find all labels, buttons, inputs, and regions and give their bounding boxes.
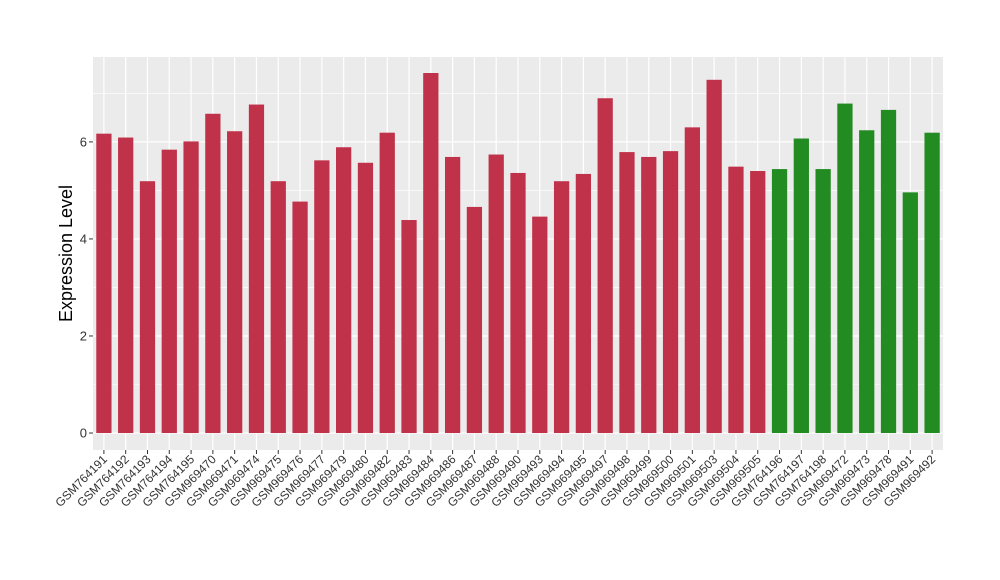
y-tick-label: 4 [80, 231, 87, 246]
y-tick-label: 0 [80, 426, 87, 441]
bar [815, 169, 831, 434]
bar [466, 206, 483, 434]
bar [161, 149, 177, 434]
bar [379, 132, 395, 434]
bar [641, 156, 657, 434]
bar [248, 104, 265, 434]
bar [227, 131, 243, 434]
bar [336, 147, 352, 434]
bar [401, 220, 417, 434]
bar [314, 160, 330, 434]
bar [510, 172, 526, 434]
bar [728, 166, 744, 434]
bar [706, 79, 722, 434]
y-axis-title: Expression Level [56, 185, 76, 322]
bar [357, 162, 374, 434]
bar [771, 169, 788, 434]
x-axis: GSM764191GSM764192GSM764193GSM764194GSM7… [52, 450, 938, 510]
bar [532, 216, 548, 434]
bar [859, 130, 875, 434]
bar [880, 109, 897, 434]
bar [924, 132, 940, 434]
bar [423, 73, 439, 434]
bar [183, 141, 199, 434]
bar [444, 156, 461, 434]
y-tick-label: 2 [80, 328, 87, 343]
bar [575, 173, 592, 434]
bar [488, 154, 504, 434]
bar [619, 152, 635, 434]
bar [837, 103, 853, 434]
bar [684, 127, 700, 434]
bar [553, 181, 570, 434]
bar [902, 192, 918, 434]
bar [270, 181, 286, 434]
bar [205, 113, 221, 434]
bars [96, 73, 940, 434]
bar [597, 98, 613, 434]
bar [139, 181, 156, 434]
y-axis: 0 2 4 6 [80, 134, 93, 441]
y-tick-label: 6 [80, 134, 87, 149]
bar [292, 201, 308, 434]
bar [662, 151, 679, 434]
bar [118, 137, 134, 434]
bar [793, 138, 809, 434]
bar [750, 171, 766, 434]
bar [96, 133, 112, 434]
